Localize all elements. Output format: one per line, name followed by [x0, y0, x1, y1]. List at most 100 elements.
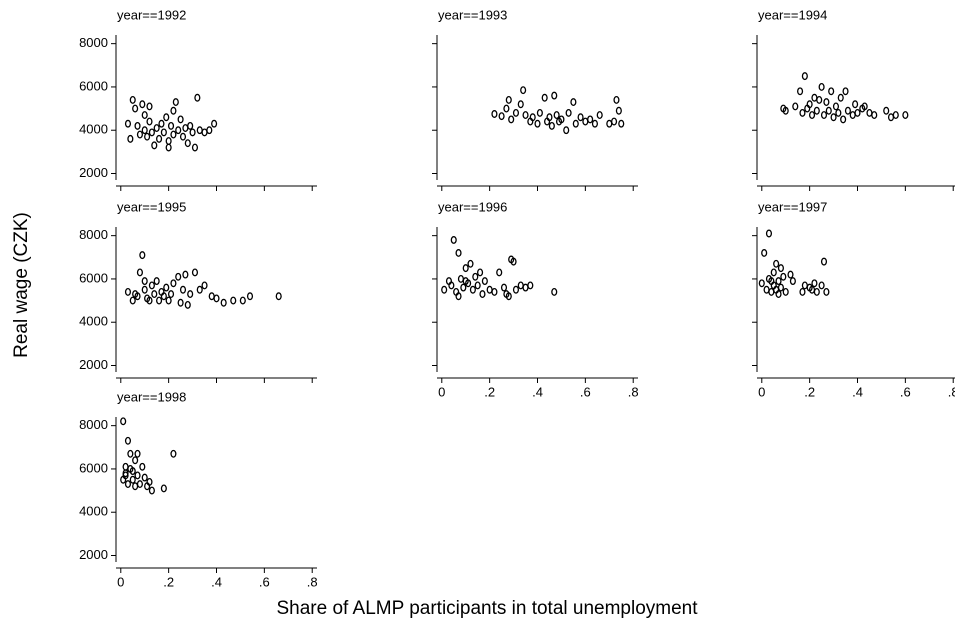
- y-tick-label: 2000: [79, 165, 108, 180]
- point: [189, 128, 196, 137]
- point: [122, 462, 129, 471]
- point: [596, 111, 603, 120]
- point: [141, 473, 148, 482]
- point: [148, 486, 155, 495]
- point: [522, 283, 529, 292]
- point: [787, 270, 794, 279]
- point: [828, 87, 835, 96]
- y-tick-label: 4000: [79, 122, 108, 137]
- point: [541, 93, 548, 102]
- point: [129, 296, 136, 305]
- point: [811, 93, 818, 102]
- point: [811, 279, 818, 288]
- point: [761, 249, 768, 257]
- y-tick-label: 4000: [79, 314, 108, 329]
- y-tick-label: 6000: [79, 270, 108, 285]
- point: [191, 268, 199, 277]
- point: [206, 126, 213, 135]
- point: [577, 113, 584, 122]
- point: [462, 277, 469, 286]
- point: [201, 281, 208, 290]
- point: [134, 121, 141, 130]
- point: [527, 281, 534, 290]
- point: [866, 108, 873, 117]
- point: [177, 298, 184, 307]
- point: [563, 126, 570, 135]
- y-tick-label: 8000: [79, 417, 108, 432]
- y-tick-label: 4000: [79, 504, 108, 519]
- point: [460, 283, 467, 292]
- point: [832, 102, 840, 111]
- point: [883, 106, 890, 115]
- point: [141, 111, 148, 120]
- point: [491, 110, 498, 118]
- point: [606, 119, 613, 128]
- point: [163, 283, 170, 292]
- point: [861, 102, 868, 111]
- point: [132, 456, 139, 465]
- point: [773, 259, 780, 268]
- point: [498, 112, 505, 121]
- point: [806, 100, 813, 109]
- point: [479, 290, 486, 299]
- point: [765, 229, 773, 238]
- point: [813, 287, 820, 296]
- point: [892, 111, 899, 120]
- point: [457, 274, 464, 283]
- point: [825, 106, 832, 115]
- point: [158, 119, 165, 128]
- point: [211, 119, 218, 128]
- point: [768, 277, 775, 286]
- point: [505, 292, 512, 301]
- point: [151, 141, 158, 150]
- point: [177, 115, 184, 124]
- point: [120, 417, 127, 426]
- point: [844, 106, 851, 115]
- point: [613, 95, 620, 104]
- point: [160, 128, 167, 137]
- point: [820, 257, 828, 266]
- point: [467, 259, 474, 268]
- point: [441, 285, 448, 294]
- point: [816, 95, 823, 104]
- point: [799, 108, 806, 117]
- point: [146, 477, 153, 486]
- point: [546, 113, 553, 122]
- point: [830, 113, 837, 122]
- point: [151, 290, 158, 299]
- point: [801, 72, 808, 81]
- point: [139, 100, 146, 109]
- point: [837, 93, 844, 102]
- point: [455, 292, 462, 301]
- point: [835, 108, 842, 117]
- y-tick-label: 8000: [79, 227, 108, 242]
- point: [175, 272, 182, 281]
- point: [522, 111, 529, 120]
- point: [124, 480, 132, 489]
- point: [797, 87, 804, 96]
- point: [165, 143, 172, 152]
- point: [194, 93, 201, 102]
- point: [615, 106, 622, 115]
- point: [450, 236, 457, 244]
- x-tick-label: .4: [852, 384, 863, 399]
- point: [801, 281, 808, 290]
- point: [591, 119, 598, 128]
- point: [136, 480, 143, 489]
- point: [818, 281, 825, 290]
- point: [132, 104, 139, 113]
- point: [512, 108, 520, 117]
- point: [172, 98, 179, 107]
- point: [196, 285, 203, 294]
- point: [182, 270, 189, 279]
- point: [160, 292, 167, 301]
- point: [230, 296, 237, 305]
- x-tick-label: .6: [580, 384, 591, 399]
- panel-title: year==1997: [758, 199, 827, 214]
- point: [129, 95, 136, 104]
- point: [496, 268, 503, 277]
- point: [529, 113, 536, 122]
- point: [196, 126, 203, 135]
- point: [153, 277, 160, 286]
